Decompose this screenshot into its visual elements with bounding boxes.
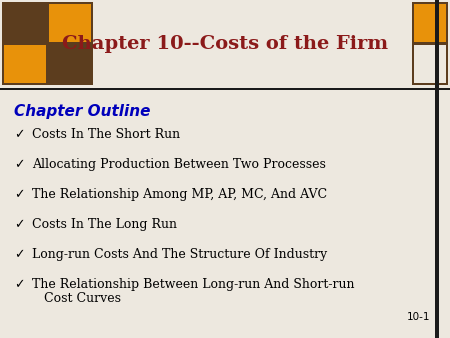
- Text: Allocating Production Between Two Processes: Allocating Production Between Two Proces…: [32, 158, 326, 171]
- Bar: [2, 2, 93, 85]
- Bar: [4, 4, 46, 42]
- Text: Costs In The Long Run: Costs In The Long Run: [32, 218, 177, 231]
- Bar: [49, 4, 91, 42]
- Bar: [414, 4, 446, 42]
- Text: 10-1: 10-1: [406, 312, 430, 322]
- Bar: [0, 88, 450, 90]
- Text: Chapter 10--Costs of the Firm: Chapter 10--Costs of the Firm: [62, 35, 388, 53]
- Bar: [412, 2, 448, 85]
- Text: Long-run Costs And The Structure Of Industry: Long-run Costs And The Structure Of Indu…: [32, 248, 327, 261]
- Text: ✓: ✓: [14, 158, 24, 171]
- Bar: [0, 0, 450, 88]
- Text: ✓: ✓: [14, 188, 24, 201]
- Bar: [435, 0, 439, 338]
- Text: Cost Curves: Cost Curves: [32, 292, 121, 305]
- Text: Costs In The Short Run: Costs In The Short Run: [32, 128, 180, 141]
- Bar: [4, 45, 46, 83]
- Bar: [49, 45, 91, 83]
- Text: Chapter Outline: Chapter Outline: [14, 104, 150, 119]
- Bar: [414, 45, 446, 83]
- Text: ✓: ✓: [14, 278, 24, 291]
- Text: ✓: ✓: [14, 248, 24, 261]
- Text: The Relationship Between Long-run And Short-run: The Relationship Between Long-run And Sh…: [32, 278, 355, 291]
- Text: ✓: ✓: [14, 128, 24, 141]
- Text: The Relationship Among MP, AP, MC, And AVC: The Relationship Among MP, AP, MC, And A…: [32, 188, 327, 201]
- Text: ✓: ✓: [14, 218, 24, 231]
